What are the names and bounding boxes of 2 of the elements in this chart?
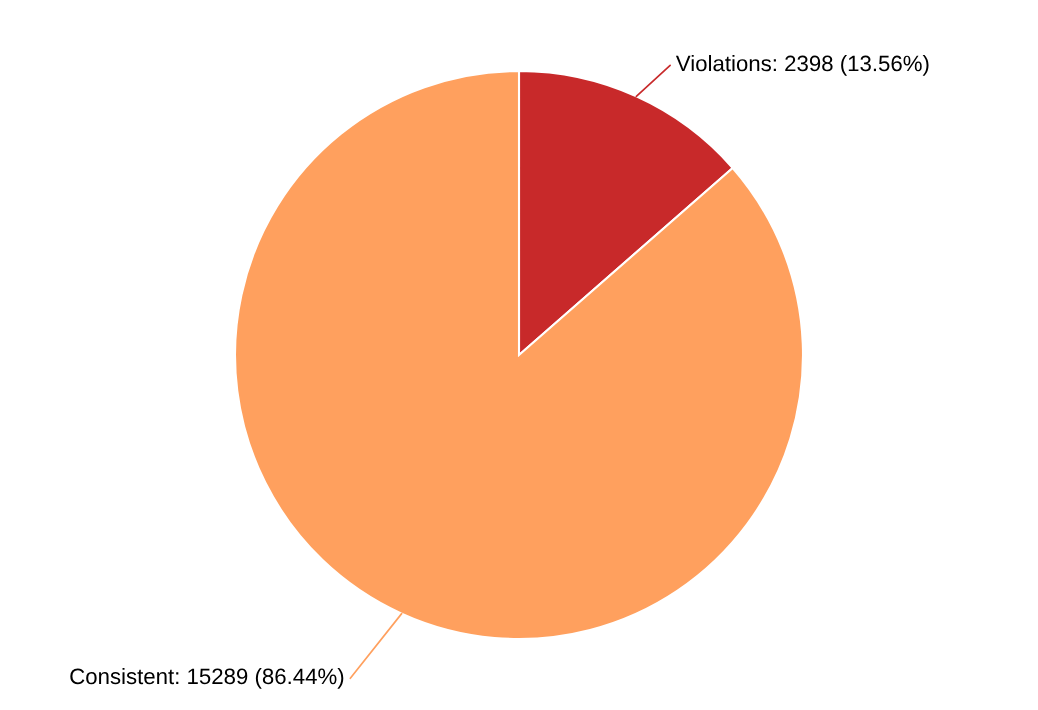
slice-label: Consistent: 15289 (86.44%) bbox=[70, 667, 344, 689]
slice-label: Violations: 2398 (13.56%) bbox=[675, 54, 929, 76]
